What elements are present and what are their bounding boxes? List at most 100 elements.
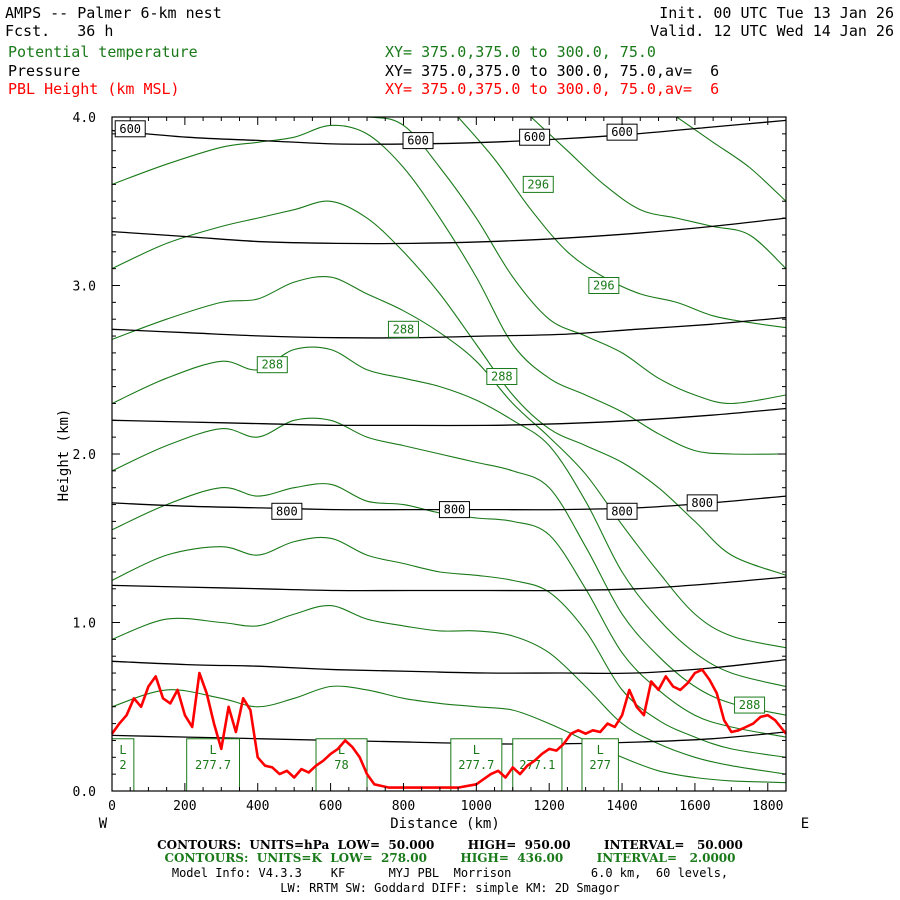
theta-contour-8: [112, 124, 786, 455]
theta-contour-0: [112, 685, 786, 784]
field2-xy: XY= 375.0,375.0 to 300.0, 75.0,av= 6: [385, 62, 720, 80]
theta-label-box-5: [734, 696, 766, 714]
chart-title: AMPS -- Palmer 6-km nest: [5, 4, 222, 22]
field2-name: Pressure: [8, 62, 81, 80]
footer-theta-contours: CONTOURS: UNITS=K LOW= 278.00 HIGH= 436.…: [164, 851, 736, 865]
theta-contour-4: [112, 417, 786, 716]
footer-physics-info: LW: RRTM SW: Goddard DIFF: simple KM: 2D…: [280, 881, 620, 895]
x-tick-label: 200: [173, 799, 196, 814]
y-tick-label: 4.0: [73, 111, 96, 126]
pressure-contour-850: [112, 576, 786, 592]
theta-contour-7: [112, 200, 786, 576]
theta-label-box-1: [588, 277, 620, 294]
theta-label-5: 288: [739, 698, 761, 712]
pressure-label-5: 800: [444, 503, 466, 517]
theta-contour-5: [112, 346, 786, 688]
low-letter-1: L: [209, 743, 216, 757]
low-letter-0: L: [119, 743, 126, 757]
theta-label-3: 288: [393, 322, 415, 336]
axes: 0 200 400 600 800 1000 1200 1400 1600 1800 0.0 1.0 2…: [73, 111, 787, 814]
x-tick-label: 1000: [461, 799, 492, 814]
y-tick-label: 3.0: [73, 280, 96, 295]
x-tick-label: 1200: [534, 799, 565, 814]
theta-contour-12: [676, 117, 786, 202]
low-box-1: [186, 738, 241, 792]
field3-name: PBL Height (km MSL): [8, 80, 180, 98]
low-value-1: 277.7: [195, 758, 231, 772]
plot-frame: [111, 116, 787, 792]
x-tick-label: 1400: [606, 799, 637, 814]
west-label: W: [99, 816, 108, 832]
field3-xy: XY= 375.0,375.0 to 300.0, 75.0,av= 6: [385, 80, 720, 98]
pressure-label-box-1: [402, 132, 434, 150]
pressure-label-1: 600: [407, 134, 429, 148]
low-value-0: 2: [119, 758, 126, 772]
theta-label-box-2: [256, 356, 288, 374]
pressure-label-box-4: [271, 502, 303, 520]
east-label: E: [801, 816, 809, 832]
x-tick-label: 400: [246, 799, 269, 814]
footer-model-info: Model Info: V4.3.3 KF MYJ PBL Morrison 6…: [171, 866, 729, 880]
y-tick-label: 1.0: [73, 617, 96, 632]
theta-label-0: 296: [527, 177, 549, 191]
init-time: Init. 00 UTC Tue 13 Jan 26: [659, 4, 894, 22]
field1-name: Potential temperature: [8, 43, 198, 61]
low-box-5: [581, 738, 619, 792]
pressure-contours: [112, 119, 786, 745]
theta-contour-3: [112, 483, 786, 738]
theta-contour-11: [530, 117, 786, 270]
theta-label-box-0: [522, 175, 554, 193]
theta-contour-2: [112, 536, 786, 758]
valid-time: Valid. 12 UTC Wed 14 Jan 26: [650, 22, 894, 40]
x-tick-label: 1600: [679, 799, 710, 814]
pressure-label-4: 800: [276, 504, 298, 518]
x-tick-label: 1800: [752, 799, 783, 814]
pressure-contour-900: [112, 658, 786, 675]
low-letter-5: L: [597, 743, 604, 757]
x-tick-label: 800: [392, 799, 415, 814]
low-value-4: 277.1: [519, 758, 555, 772]
pressure-label-7: 800: [691, 496, 713, 510]
theta-contour-6: [112, 275, 786, 649]
low-box-4: [512, 738, 563, 792]
low-box-3: [450, 738, 503, 792]
theta-label-1: 296: [593, 279, 615, 293]
pressure-label-3: 600: [611, 125, 633, 139]
y-axis-label: Height (km): [56, 409, 72, 502]
pressure-contour-700: [112, 316, 786, 339]
pressure-label-2: 600: [524, 130, 546, 144]
theta-label-2: 288: [261, 358, 283, 372]
pressure-label-6: 800: [611, 504, 633, 518]
low-value-2: 78: [334, 758, 348, 772]
theta-contours: [112, 117, 786, 784]
low-box-2: [315, 738, 368, 792]
theta-contour-1: [112, 605, 786, 775]
x-tick-label: 600: [319, 799, 342, 814]
theta-contour-9: [294, 117, 786, 405]
y-tick-label: 0.0: [73, 785, 96, 800]
pressure-label-box-2: [519, 128, 551, 146]
pressure-label-box-7: [686, 494, 718, 512]
low-value-5: 277: [589, 758, 611, 772]
field1-xy: XY= 375.0,375.0 to 300.0, 75.0: [385, 43, 656, 61]
footer-pressure-contours: CONTOURS: UNITS=hPa LOW= 50.000 HIGH= 95…: [157, 838, 743, 852]
pressure-contour-750: [112, 407, 786, 427]
contour-labels: 600 600 600 600 800 800 800 800 296 296 288 288 288 2…: [114, 120, 766, 714]
pressure-label-box-5: [438, 501, 470, 519]
low-value-3: 277.7: [458, 758, 494, 772]
y-tick-label: 2.0: [73, 448, 96, 463]
forecast-hour: Fcst. 36 h: [5, 22, 114, 40]
x-tick-label: 0: [108, 799, 116, 814]
pressure-label-0: 600: [119, 122, 141, 136]
theta-label-box-4: [486, 367, 518, 385]
pressure-contour-600: [112, 119, 786, 145]
low-letter-3: L: [473, 743, 480, 757]
low-letter-2: L: [338, 743, 345, 757]
pressure-label-box-6: [606, 502, 638, 520]
theta-label-4: 288: [491, 369, 513, 383]
theta-contour-10: [457, 117, 786, 329]
theta-label-box-3: [387, 320, 419, 338]
x-axis-label: Distance (km): [390, 816, 500, 832]
